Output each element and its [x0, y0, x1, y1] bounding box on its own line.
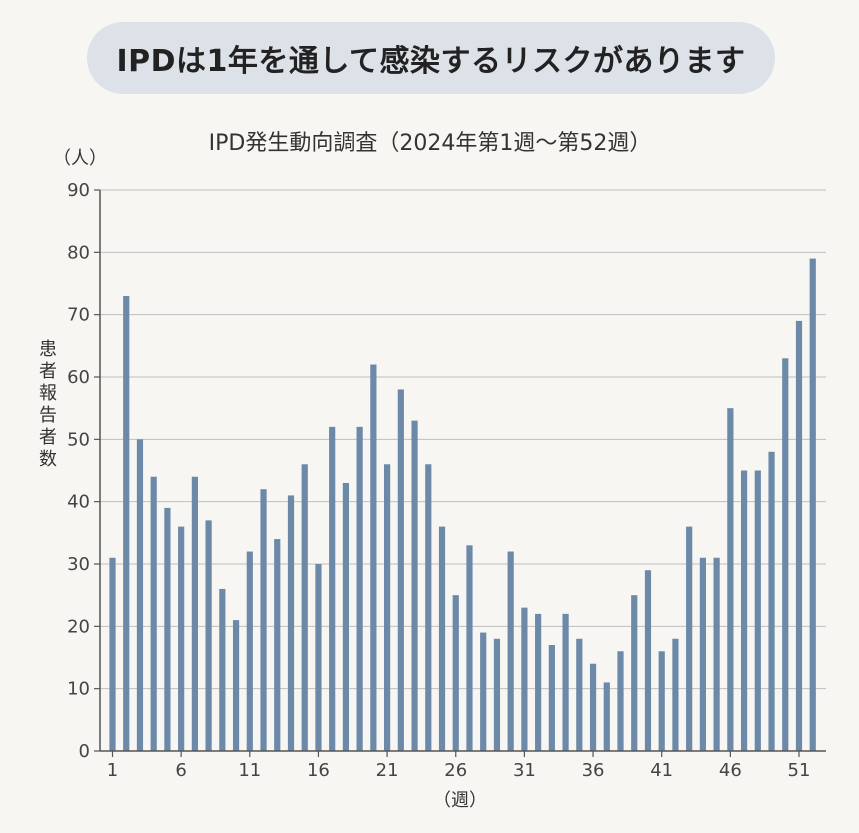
- bar-week-3: [136, 439, 144, 751]
- y-tick-label-70: 70: [67, 305, 90, 326]
- bar-week-42: [672, 638, 679, 751]
- bar-week-29: [493, 638, 501, 751]
- bar-week-8: [205, 520, 212, 751]
- bar-week-22: [397, 389, 404, 751]
- bar-week-30: [507, 551, 514, 751]
- y-tick-label-90: 90: [67, 180, 90, 201]
- y-axis-label: 患者報告者数: [39, 339, 57, 470]
- x-tick-label-41: 41: [650, 760, 673, 781]
- y-tick-label-10: 10: [67, 679, 90, 700]
- bar-week-20: [370, 364, 377, 751]
- headline-text: IPDは1年を通して感染するリスクがあります: [116, 44, 746, 79]
- bar-week-18: [342, 482, 350, 751]
- bar-week-10: [232, 620, 240, 751]
- x-tick-label-46: 46: [719, 760, 742, 781]
- bar-week-34: [562, 613, 569, 751]
- bar-week-16: [315, 564, 322, 751]
- bar-week-15: [301, 464, 308, 751]
- bar-week-28: [480, 632, 487, 751]
- x-tick-label-26: 26: [444, 760, 467, 781]
- bar-week-17: [329, 426, 336, 751]
- bar-week-19: [356, 426, 363, 751]
- bar-week-12: [260, 489, 267, 751]
- bar-week-27: [466, 545, 473, 751]
- bar-week-31: [521, 607, 528, 751]
- y-tick-label-80: 80: [67, 242, 90, 263]
- bar-week-49: [768, 451, 775, 751]
- bar-week-1: [109, 557, 116, 751]
- bar-week-48: [754, 470, 761, 751]
- x-tick-label-51: 51: [788, 760, 811, 781]
- bar-week-47: [740, 470, 748, 751]
- y-tick-label-50: 50: [67, 429, 90, 450]
- bar-week-44: [699, 557, 706, 751]
- x-tick-label-31: 31: [513, 760, 536, 781]
- y-tick-label-0: 0: [79, 741, 90, 762]
- x-tick-label-6: 6: [175, 760, 186, 781]
- bar-week-21: [384, 464, 391, 751]
- bar-week-7: [191, 476, 198, 751]
- x-tick-label-1: 1: [107, 760, 118, 781]
- y-tick-label-20: 20: [67, 616, 90, 637]
- bar-week-4: [150, 476, 157, 751]
- chart-title: IPD発生動向調査（2024年第1週〜第52週）: [209, 131, 652, 156]
- bar-week-9: [219, 588, 226, 751]
- bar-week-39: [631, 595, 638, 751]
- bar-week-25: [438, 526, 446, 751]
- y-axis-unit: （人）: [53, 148, 107, 169]
- y-tick-label-60: 60: [67, 367, 90, 388]
- x-tick-label-36: 36: [582, 760, 605, 781]
- bar-week-40: [644, 570, 652, 751]
- bar-week-5: [164, 507, 171, 751]
- bar-week-45: [713, 557, 720, 751]
- bar-week-6: [178, 526, 185, 751]
- bar-week-14: [287, 495, 295, 751]
- y-tick-label-40: 40: [67, 492, 90, 513]
- bar-week-46: [727, 408, 734, 751]
- axes: [99, 190, 826, 752]
- bar-week-33: [548, 645, 555, 751]
- x-tick-labels: 1 6 11 16 21 26 31 36 41 46 51: [107, 751, 811, 781]
- x-axis-label: （週）: [433, 790, 487, 811]
- bar-week-41: [658, 651, 665, 751]
- bar-week-23: [411, 420, 418, 751]
- bars: [109, 258, 816, 751]
- bar-week-32: [535, 613, 542, 751]
- bar-week-51: [795, 320, 803, 751]
- bar-week-35: [576, 638, 583, 751]
- gridlines: [100, 189, 826, 690]
- bar-week-26: [452, 595, 459, 751]
- bar-week-37: [603, 682, 610, 751]
- bar-week-2: [123, 295, 130, 751]
- y-tick-label-30: 30: [67, 554, 90, 575]
- bar-week-52: [809, 258, 816, 751]
- y-tick-labels: 0 10 20 30 40 50 60 70 80 90: [67, 180, 100, 762]
- x-tick-label-11: 11: [238, 760, 261, 781]
- x-tick-label-21: 21: [376, 760, 399, 781]
- bar-week-36: [589, 663, 597, 751]
- bar-week-24: [425, 464, 432, 751]
- bar-week-50: [782, 358, 789, 751]
- headline-banner: IPDは1年を通して感染するリスクがあります: [87, 22, 775, 94]
- bar-week-43: [686, 526, 693, 751]
- x-tick-label-16: 16: [307, 760, 330, 781]
- bar-week-11: [246, 551, 253, 751]
- bar-week-38: [617, 651, 624, 751]
- bar-week-13: [274, 539, 281, 751]
